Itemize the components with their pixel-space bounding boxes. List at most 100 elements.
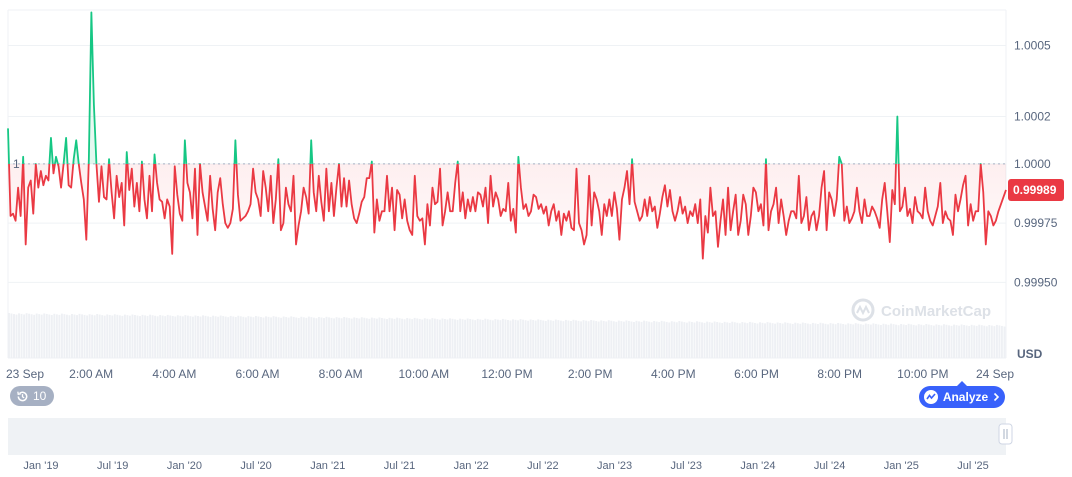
volume-bar: [832, 323, 835, 358]
volume-bar: [181, 316, 184, 358]
volume-bar: [590, 320, 593, 358]
volume-bar: [156, 316, 159, 358]
volume-bar: [305, 317, 308, 358]
volume-bar: [532, 320, 535, 358]
volume-bar: [28, 313, 31, 358]
volume-bar: [948, 325, 950, 358]
volume-bar: [706, 321, 709, 358]
volume-bar: [612, 321, 615, 358]
volume-bar: [365, 318, 368, 358]
volume-bar: [297, 317, 300, 358]
volume-bar: [149, 314, 152, 358]
volume-bar: [761, 322, 764, 358]
volume-bar: [227, 317, 230, 358]
volume-bar: [774, 323, 777, 358]
volume-bar: [282, 316, 285, 358]
history-button[interactable]: 10: [10, 386, 55, 406]
volume-bar: [489, 319, 492, 358]
volume-bar: [932, 325, 935, 358]
volume-bar: [554, 319, 557, 358]
volume-bar: [617, 320, 620, 358]
volume-bar: [693, 322, 696, 358]
volume-bar: [902, 324, 905, 358]
price-area: [8, 12, 1006, 259]
volume-bar: [403, 319, 406, 358]
volume-bar: [988, 325, 991, 358]
volume-bar: [123, 314, 126, 358]
volume-bar: [307, 316, 310, 358]
volume-bar: [665, 321, 668, 358]
volume-bar: [33, 314, 36, 358]
volume-bar: [471, 319, 474, 358]
volume-bar: [413, 317, 416, 358]
volume-bar: [567, 320, 570, 358]
reference-line-label: 1: [13, 157, 20, 171]
volume-bar: [552, 320, 555, 358]
volume-bar: [789, 323, 792, 358]
volume-bar: [857, 323, 860, 358]
volume-bar: [10, 313, 13, 358]
volume-bar: [592, 320, 595, 358]
volume-bar: [83, 314, 86, 358]
coinmarketcap-logo-icon: [851, 298, 875, 322]
volume-bar: [13, 314, 15, 358]
volume-bar: [30, 314, 33, 358]
x-tick-label: 23 Sep: [6, 367, 44, 381]
volume-bar: [814, 323, 817, 358]
volume-bar: [759, 322, 761, 358]
volume-bar: [325, 316, 328, 358]
volume-bar: [973, 325, 976, 358]
x-tick-label: 10:00 PM: [897, 367, 948, 381]
volume-bar: [25, 313, 28, 358]
volume-bar: [78, 313, 81, 358]
volume-bar: [438, 319, 441, 358]
volume-bar: [912, 324, 915, 358]
volume-bar: [577, 320, 580, 358]
volume-bar: [940, 325, 943, 358]
navigator-handle[interactable]: [998, 423, 1013, 445]
volume-bar: [418, 318, 421, 358]
volume-bar: [597, 321, 600, 358]
volume-bar: [214, 316, 217, 358]
volume-bar: [166, 314, 169, 358]
volume-bar: [670, 321, 673, 358]
volume-bar: [718, 322, 721, 358]
history-count: 10: [33, 389, 47, 403]
volume-bar: [496, 319, 499, 358]
volume-bar: [380, 317, 383, 358]
volume-bar: [963, 324, 966, 358]
volume-bar: [837, 322, 840, 358]
volume-bar: [171, 315, 174, 358]
volume-bar: [968, 326, 971, 358]
volume-bar: [229, 315, 232, 358]
x-tick-label: 8:00 AM: [319, 367, 363, 381]
volume-bar: [673, 321, 676, 358]
navigator[interactable]: Jan '19 Jul '19 Jan '20 Jul '20 Jan '21 Jul '…: [8, 418, 1013, 472]
volume-bar: [151, 315, 154, 358]
volume-bar: [879, 324, 882, 358]
x-tick-label: 24 Sep: [976, 367, 1014, 381]
volume-bar: [935, 324, 938, 358]
volume-bar: [343, 317, 346, 358]
navigator-track[interactable]: [8, 418, 1006, 455]
volume-bar: [262, 317, 265, 358]
volume-bar: [885, 324, 887, 358]
volume-bar: [411, 319, 414, 358]
volume-bar: [834, 324, 837, 358]
volume-bar: [491, 320, 494, 358]
volume-bar: [23, 314, 26, 358]
volume-bar: [872, 323, 875, 358]
analyze-button[interactable]: Analyze: [919, 381, 1005, 408]
volume-bar: [854, 323, 857, 358]
volume-bar: [897, 325, 900, 358]
volume-bar: [275, 316, 278, 358]
volume-bar: [353, 317, 356, 358]
volume-bar: [249, 316, 252, 358]
volume-bar: [461, 319, 464, 358]
volume-bar: [65, 314, 68, 358]
volume-bar: [398, 318, 401, 358]
volume-bar: [539, 319, 542, 358]
volume-bar: [680, 321, 683, 358]
volume-bar: [690, 321, 693, 358]
